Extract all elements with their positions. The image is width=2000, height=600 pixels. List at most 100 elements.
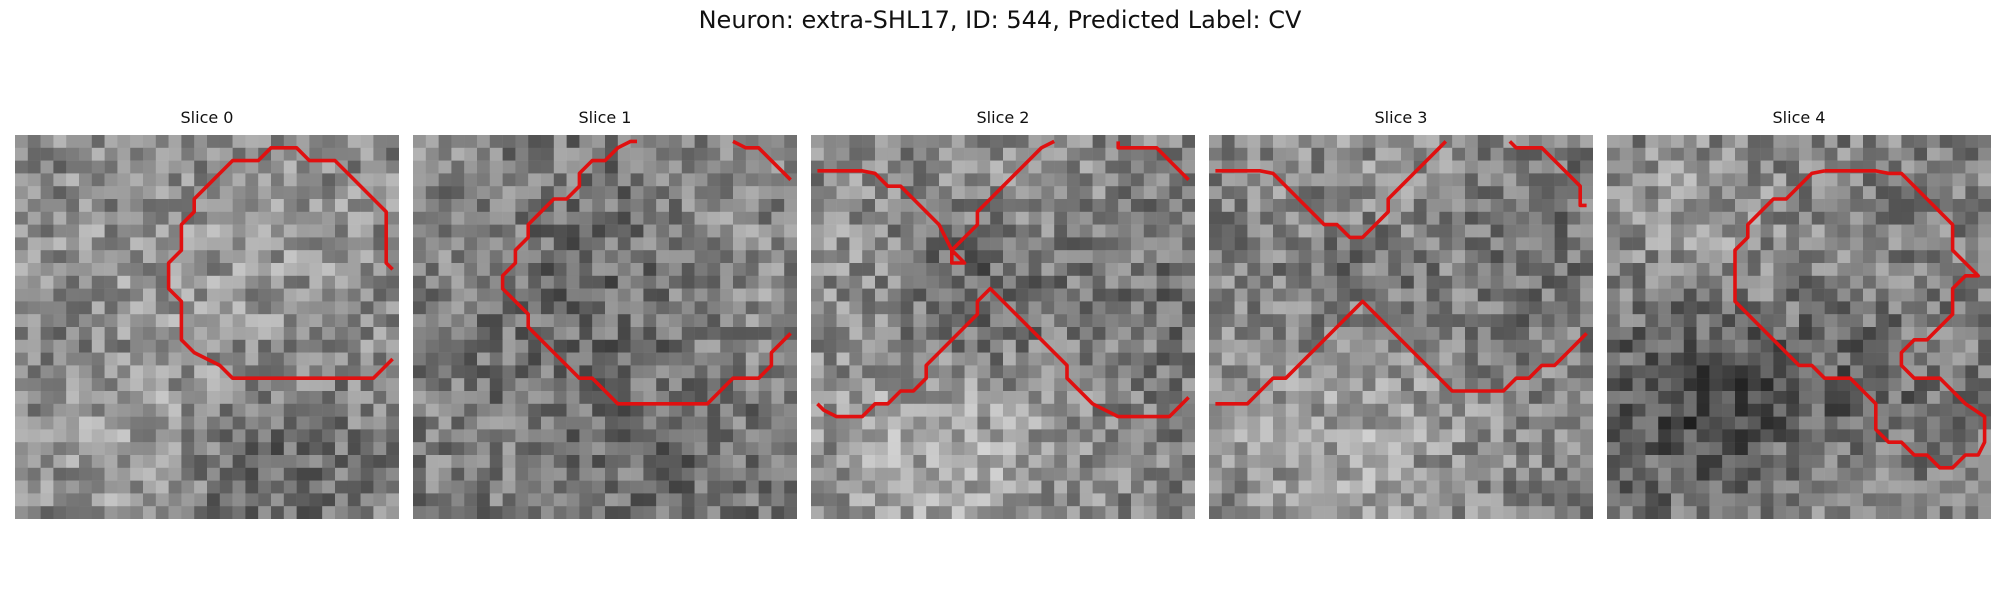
pixel <box>386 199 399 213</box>
pixel <box>1054 327 1068 341</box>
pixel <box>464 480 478 494</box>
pixel <box>1863 147 1877 161</box>
pixel <box>1824 135 1838 149</box>
pixel <box>258 263 272 277</box>
pixel <box>1824 250 1838 264</box>
pixel <box>1888 147 1902 161</box>
pixel <box>1067 275 1081 289</box>
pixel <box>1413 147 1427 161</box>
pixel <box>720 391 734 405</box>
pixel <box>1388 314 1402 328</box>
pixel <box>104 327 118 341</box>
pixel <box>964 455 978 469</box>
pixel <box>1632 301 1646 315</box>
pixel <box>464 211 478 225</box>
pixel <box>836 186 850 200</box>
pixel <box>1490 480 1504 494</box>
pixel <box>1529 378 1543 392</box>
pixel <box>566 199 580 213</box>
pixel <box>1118 416 1132 430</box>
pixel <box>1939 173 1953 187</box>
pixel <box>1118 352 1132 366</box>
pixel <box>40 442 54 456</box>
pixel <box>913 352 927 366</box>
pixel <box>1324 314 1338 328</box>
pixel <box>1901 403 1915 417</box>
pixel <box>784 365 797 379</box>
pixel <box>913 339 927 353</box>
pixel <box>849 480 863 494</box>
pixel <box>1965 288 1979 302</box>
pixel <box>309 378 323 392</box>
pixel <box>1105 135 1119 149</box>
pixel <box>1671 250 1685 264</box>
pixel <box>875 237 889 251</box>
pixel <box>1580 314 1593 328</box>
pixel <box>541 301 555 315</box>
pixel <box>681 199 695 213</box>
pixel <box>1939 391 1953 405</box>
pixel <box>1580 493 1593 507</box>
pixel <box>862 186 876 200</box>
pixel <box>489 442 503 456</box>
pixel <box>66 224 80 238</box>
pixel <box>707 455 721 469</box>
pixel <box>1401 327 1415 341</box>
pixel <box>1169 455 1183 469</box>
pixel <box>553 186 567 200</box>
pixel <box>541 352 555 366</box>
pixel <box>181 263 195 277</box>
pixel <box>1003 135 1017 149</box>
pixel <box>681 493 695 507</box>
pixel <box>1439 391 1453 405</box>
pixel <box>373 160 387 174</box>
pixel <box>541 442 555 456</box>
pixel <box>1888 352 1902 366</box>
pixel <box>1143 378 1157 392</box>
pixel <box>771 237 785 251</box>
pixel <box>681 429 695 443</box>
pixel <box>1632 275 1646 289</box>
pixel <box>347 467 361 481</box>
pixel <box>1285 467 1299 481</box>
pixel <box>1131 237 1145 251</box>
pixel <box>1965 186 1979 200</box>
pixel <box>489 211 503 225</box>
pixel <box>79 237 93 251</box>
pixel <box>502 493 516 507</box>
pixel <box>1696 327 1710 341</box>
pixel <box>1439 352 1453 366</box>
pixel <box>1221 480 1235 494</box>
pixel <box>515 429 529 443</box>
segmentation-contour <box>1116 141 1190 182</box>
pixel <box>1337 467 1351 481</box>
pixel <box>1939 403 1953 417</box>
pixel <box>245 378 259 392</box>
pixel <box>15 199 29 213</box>
pixel <box>1349 288 1363 302</box>
pixel <box>1696 199 1710 213</box>
pixel <box>1554 314 1568 328</box>
pixel <box>1169 467 1183 481</box>
pixel <box>1182 442 1195 456</box>
pixel <box>207 442 221 456</box>
pixel <box>1003 263 1017 277</box>
pixel <box>79 199 93 213</box>
pixel <box>386 147 399 161</box>
pixel <box>1337 250 1351 264</box>
pixel <box>720 237 734 251</box>
pixel <box>656 263 670 277</box>
pixel <box>1516 288 1530 302</box>
pixel <box>27 160 41 174</box>
pixel <box>758 301 772 315</box>
pixel <box>1131 250 1145 264</box>
pixel <box>1324 455 1338 469</box>
pixel <box>1939 263 1953 277</box>
pixel <box>66 403 80 417</box>
pixel <box>823 186 837 200</box>
pixel <box>1388 403 1402 417</box>
pixel <box>1850 301 1864 315</box>
pixel <box>1541 314 1555 328</box>
pixel <box>553 480 567 494</box>
pixel <box>15 288 29 302</box>
